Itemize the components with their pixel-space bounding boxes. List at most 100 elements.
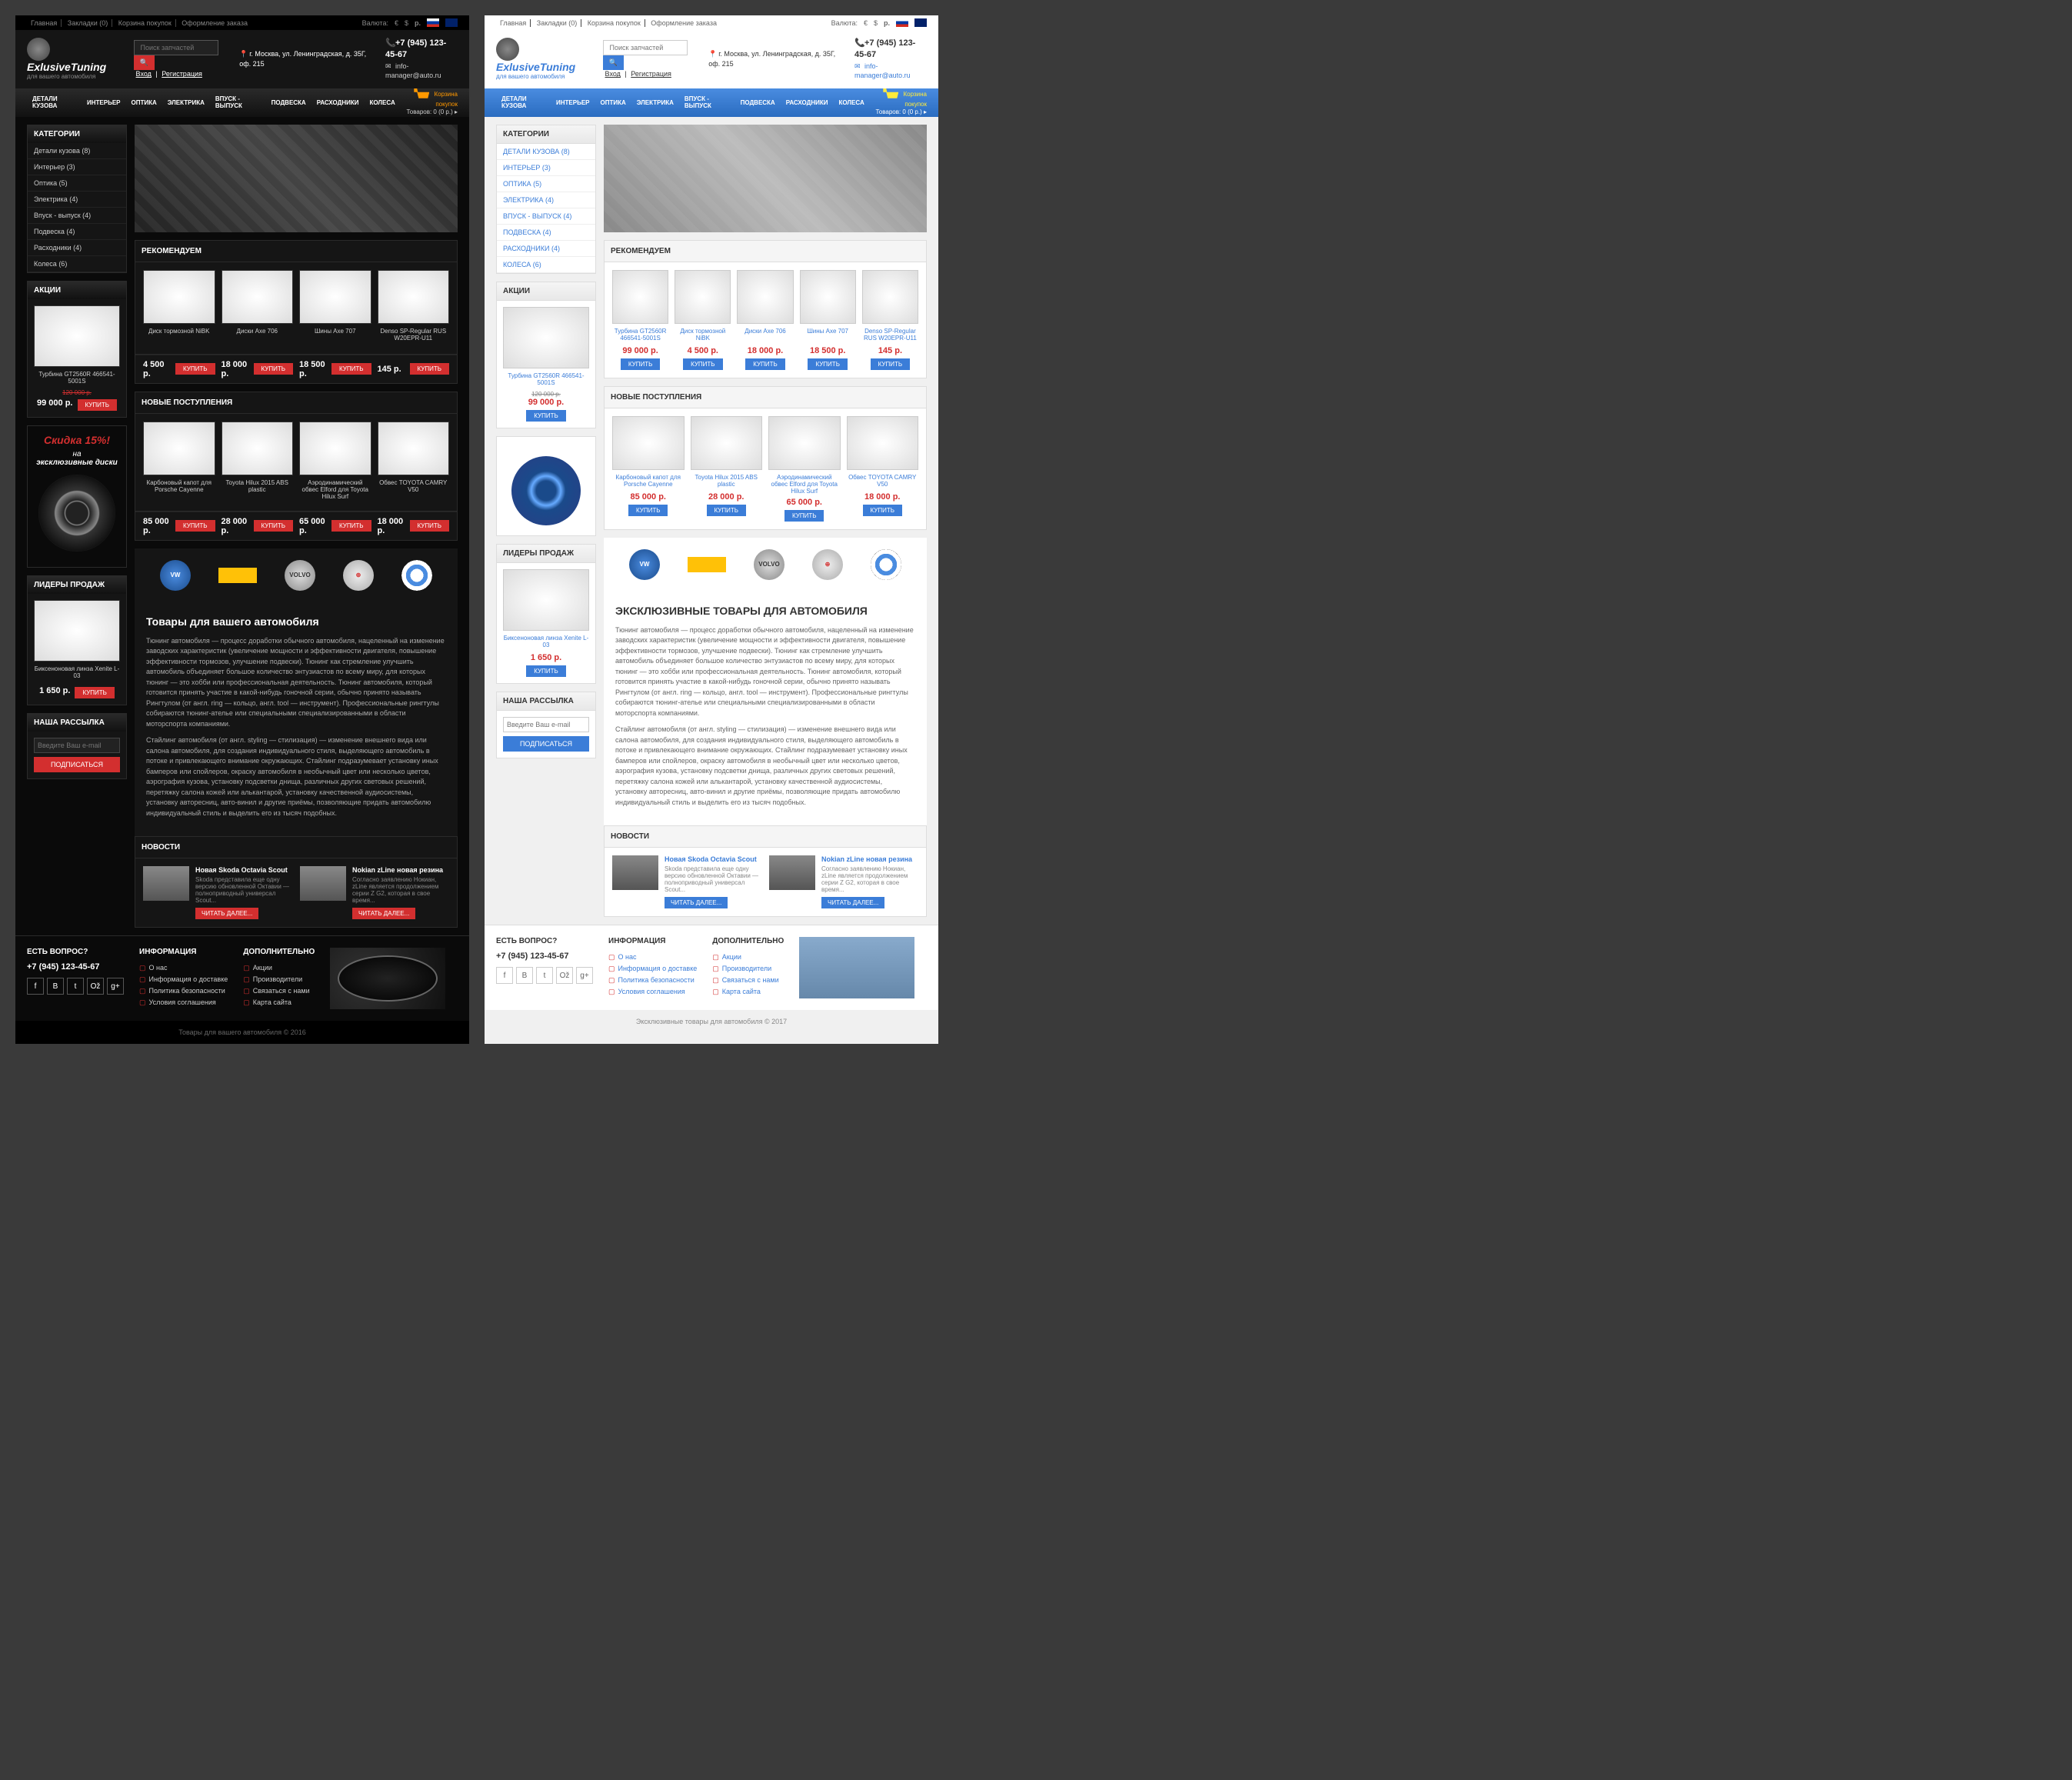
social-vk-icon[interactable]: В bbox=[516, 967, 533, 984]
buy-button[interactable]: КУПИТЬ bbox=[410, 363, 449, 375]
login-link[interactable]: Вход bbox=[605, 70, 621, 78]
social-fb-icon[interactable]: f bbox=[496, 967, 513, 984]
topbar-link[interactable]: Главная bbox=[27, 19, 62, 27]
product-card[interactable]: Диск тормозной NiBK bbox=[143, 270, 215, 346]
brand-bmw-icon[interactable] bbox=[401, 560, 432, 591]
read-more-button[interactable]: Читать далее... bbox=[665, 897, 728, 908]
buy-button[interactable]: Купить bbox=[745, 358, 784, 370]
product-card[interactable]: Карбоновый капот для Porsche Cayenne85 0… bbox=[612, 416, 685, 522]
register-link[interactable]: Регистрация bbox=[631, 70, 671, 78]
topbar-link[interactable]: Корзина покупок bbox=[584, 19, 645, 27]
newsletter-input[interactable] bbox=[503, 717, 589, 732]
social-gp-icon[interactable]: g+ bbox=[576, 967, 593, 984]
footer-link[interactable]: ▢Политика безопасности bbox=[608, 975, 697, 986]
nav-item[interactable]: РАСХОДНИКИ bbox=[781, 93, 834, 112]
nav-item[interactable]: ИНТЕРЬЕР bbox=[551, 93, 595, 112]
brand-chevrolet-icon[interactable] bbox=[688, 557, 726, 572]
footer-link[interactable]: ▢О нас bbox=[608, 952, 697, 963]
topbar-link[interactable]: Оформление заказа bbox=[178, 19, 252, 27]
leader-product[interactable]: Биксеноновая линза Xenite L-03 1 650 р. … bbox=[28, 594, 126, 705]
category-link[interactable]: Электрика (4) bbox=[28, 192, 126, 208]
category-link[interactable]: ДЕТАЛИ КУЗОВА (8) bbox=[497, 144, 595, 160]
news-item-title[interactable]: Nokian zLine новая резина bbox=[821, 855, 918, 863]
social-tw-icon[interactable]: t bbox=[536, 967, 553, 984]
promo-banner[interactable]: Скидка 15%! наэксклюзивные диски bbox=[27, 425, 127, 568]
product-card[interactable]: Диски Axe 70618 000 р.Купить bbox=[737, 270, 793, 370]
product-card[interactable]: Шины Axe 707 bbox=[299, 270, 371, 346]
product-card[interactable]: Обвес TOYOTA CAMRY V5018 000 р.Купить bbox=[847, 416, 919, 522]
buy-button[interactable]: Купить bbox=[621, 358, 660, 370]
nav-item[interactable]: ВПУСК - ВЫПУСК bbox=[679, 89, 735, 115]
nav-item[interactable]: ДЕТАЛИ КУЗОВА bbox=[496, 89, 551, 115]
buy-button[interactable]: КУПИТЬ bbox=[331, 363, 371, 375]
read-more-button[interactable]: Читать далее... bbox=[821, 897, 884, 908]
nav-item[interactable]: ЭЛЕКТРИКА bbox=[631, 93, 679, 112]
flag-ru-icon[interactable] bbox=[896, 18, 908, 27]
news-item-title[interactable]: Новая Skoda Octavia Scout bbox=[665, 855, 761, 863]
buy-button[interactable]: КУПИТЬ bbox=[175, 520, 215, 532]
search-button[interactable]: 🔍 bbox=[134, 55, 155, 70]
buy-button[interactable]: Купить bbox=[863, 505, 902, 516]
product-card[interactable]: Диски Axe 706 bbox=[222, 270, 294, 346]
nav-item[interactable]: КОЛЕСА bbox=[834, 93, 870, 112]
topbar-link[interactable]: Оформление заказа bbox=[647, 19, 721, 27]
leader-product[interactable]: Биксеноновая линза Xenite L-03 1 650 р. … bbox=[497, 563, 595, 683]
social-gp-icon[interactable]: g+ bbox=[107, 978, 124, 995]
brand-volvo-icon[interactable]: VOLVO bbox=[754, 549, 784, 580]
topbar-link[interactable]: Закладки (0) bbox=[533, 19, 581, 27]
currency-eur[interactable]: € bbox=[395, 19, 398, 27]
akcii-product[interactable]: Турбина GT2560R 466541-5001S 120 000 р. … bbox=[28, 299, 126, 417]
buy-button[interactable]: КУПИТЬ bbox=[254, 363, 293, 375]
nav-item[interactable]: ПОДВЕСКА bbox=[266, 93, 311, 112]
nav-item[interactable]: ВПУСК - ВЫПУСК bbox=[210, 89, 266, 115]
topbar-link[interactable]: Корзина покупок bbox=[115, 19, 176, 27]
nav-item[interactable]: РАСХОДНИКИ bbox=[311, 93, 365, 112]
register-link[interactable]: Регистрация bbox=[162, 70, 202, 78]
search-input[interactable] bbox=[603, 40, 688, 55]
social-ok-icon[interactable]: Ož bbox=[556, 967, 573, 984]
footer-link[interactable]: ▢Акции bbox=[712, 952, 784, 963]
category-link[interactable]: ЭЛЕКТРИКА (4) bbox=[497, 192, 595, 208]
category-link[interactable]: РАСХОДНИКИ (4) bbox=[497, 241, 595, 257]
buy-button[interactable]: Купить bbox=[871, 358, 910, 370]
search-input[interactable] bbox=[134, 40, 218, 55]
read-more-button[interactable]: ЧИТАТЬ ДАЛЕЕ... bbox=[352, 908, 415, 919]
footer-link[interactable]: ▢Информация о доставке bbox=[608, 963, 697, 975]
buy-button[interactable]: КУПИТЬ bbox=[331, 520, 371, 532]
footer-link[interactable]: ▢Условия соглашения bbox=[608, 986, 697, 998]
login-link[interactable]: Вход bbox=[136, 70, 152, 78]
buy-button[interactable]: Купить bbox=[628, 505, 668, 516]
buy-button[interactable]: Купить bbox=[526, 410, 565, 422]
product-card[interactable]: Denso SP-Regular RUS W20EPR-U11145 р.Куп… bbox=[862, 270, 918, 370]
footer-link[interactable]: ▢Производители bbox=[243, 974, 315, 985]
footer-link[interactable]: ▢Условия соглашения bbox=[139, 997, 228, 1008]
footer-link[interactable]: ▢Политика безопасности bbox=[139, 985, 228, 997]
buy-button[interactable]: Купить bbox=[683, 358, 722, 370]
nav-item[interactable]: ПОДВЕСКА bbox=[735, 93, 781, 112]
nav-item[interactable]: ОПТИКА bbox=[126, 93, 162, 112]
currency-rub[interactable]: р. bbox=[884, 19, 890, 27]
nav-item[interactable]: ЭЛЕКТРИКА bbox=[162, 93, 210, 112]
footer-link[interactable]: ▢Карта сайта bbox=[243, 997, 315, 1008]
topbar-link[interactable]: Главная bbox=[496, 19, 531, 27]
currency-rub[interactable]: р. bbox=[415, 19, 421, 27]
hero-banner[interactable] bbox=[604, 125, 927, 232]
product-card[interactable]: Аэродинамический обвес Elford для Toyota… bbox=[768, 416, 841, 522]
buy-button[interactable]: КУПИТЬ bbox=[254, 520, 293, 532]
category-link[interactable]: Детали кузова (8) bbox=[28, 143, 126, 159]
category-link[interactable]: Впуск - выпуск (4) bbox=[28, 208, 126, 224]
category-link[interactable]: КОЛЕСА (6) bbox=[497, 257, 595, 273]
flag-uk-icon[interactable] bbox=[445, 18, 458, 27]
category-link[interactable]: Подвеска (4) bbox=[28, 224, 126, 240]
logo-block[interactable]: ExlusiveTuning для вашего автомобиля bbox=[496, 38, 591, 80]
brand-toyota-icon[interactable]: ⊕ bbox=[343, 560, 374, 591]
social-tw-icon[interactable]: t bbox=[67, 978, 84, 995]
brand-toyota-icon[interactable]: ⊕ bbox=[812, 549, 843, 580]
buy-button[interactable]: Купить bbox=[784, 510, 824, 522]
akcii-product[interactable]: Турбина GT2560R 466541-5001S 120 000 р. … bbox=[497, 301, 595, 428]
nav-item[interactable]: КОЛЕСА bbox=[365, 93, 401, 112]
buy-button[interactable]: КУПИТЬ bbox=[175, 363, 215, 375]
logo-block[interactable]: ExlusiveTuning для вашего автомобиля bbox=[27, 38, 122, 80]
cart-widget[interactable]: Корзина покупок Товаров: 0 (0 р.) ▸ bbox=[401, 88, 458, 117]
currency-eur[interactable]: € bbox=[864, 19, 868, 27]
